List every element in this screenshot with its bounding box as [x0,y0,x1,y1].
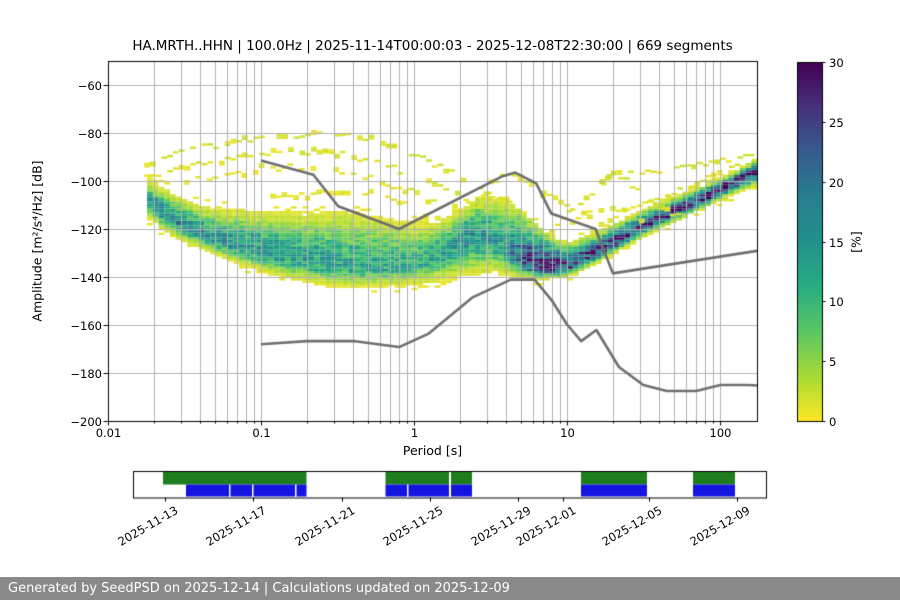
x-tick-label: 10 [560,426,575,440]
x-axis-label: Period [s] [402,443,463,458]
y-tick-label: −120 [70,222,102,237]
y-tick-label: −160 [70,318,102,333]
colorbar-tick-label: 30 [829,55,844,70]
plot-title: HA.MRTH..HHN | 100.0Hz | 2025-11-14T00:0… [132,38,733,54]
x-tick-label: 0.01 [95,426,122,440]
colorbar-tick-label: 15 [829,235,844,250]
colorbar-tick-label: 25 [829,115,844,130]
y-axis-label: Amplitude [m²/s⁴/Hz] [dB] [29,160,45,322]
colorbar-tick-label: 0 [829,414,837,429]
y-tick-label: −180 [70,366,102,381]
y-tick-label: −80 [77,126,102,141]
colorbar-tick-label: 20 [829,175,844,190]
x-tick-label: 0.1 [252,426,271,440]
footer-text: Generated by SeedPSD on 2025-12-14 | Cal… [8,581,510,596]
y-tick-label: −100 [70,174,102,189]
colorbar-label: [%] [848,231,864,253]
x-tick-label: 100 [709,426,732,440]
y-tick-label: −140 [70,270,102,285]
footer-bar: Generated by SeedPSD on 2025-12-14 | Cal… [0,577,900,600]
y-tick-label: −200 [70,414,102,429]
y-tick-label: −60 [77,78,102,93]
colorbar-tick-label: 10 [829,294,844,309]
x-tick-label: 1 [410,426,419,440]
colorbar-tick-label: 5 [829,354,837,369]
